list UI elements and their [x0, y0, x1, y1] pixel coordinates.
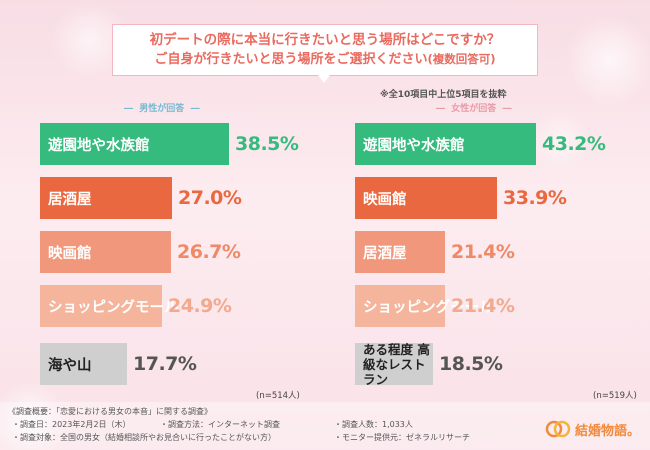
female-group-label: ― 女性が回答 ―	[436, 104, 512, 114]
question-box-pointer	[318, 75, 330, 83]
selection-note: ※全10項目中上位5項目を抜粋	[380, 90, 507, 100]
female-bar-label-2: 映画館	[363, 191, 407, 208]
survey-provider: ・モニター提供元：ゼネラルリサーチ	[334, 433, 470, 442]
male-value-label-4: 24.9%	[168, 295, 232, 317]
brand-logo: 結婚物語。	[544, 419, 640, 439]
male-group-label: ― 男性が回答 ―	[124, 104, 200, 114]
female-bar-label-1: 遊園地や水族館	[363, 137, 465, 154]
question-line-2: ご自身が行きたいと思う場所をご選択ください(複数回答可)	[113, 50, 537, 69]
male-bar-label-1: 遊園地や水族館	[48, 137, 150, 154]
male-bar-label-5: 海や山	[48, 357, 92, 374]
female-bar-3: 居酒屋	[355, 231, 445, 273]
male-bar-label-4: ショッピングモール	[48, 299, 179, 316]
female-bar-label-3: 居酒屋	[363, 245, 407, 262]
survey-heading: 《調査概要：「恋愛における男女の本音」に関する調査》	[8, 407, 212, 416]
male-value-label-1: 38.5%	[235, 133, 299, 155]
male-value-label-5: 17.7%	[133, 353, 197, 375]
brand-logo-text: 結婚物語。	[575, 423, 641, 439]
male-bar-label-3: 映画館	[48, 245, 92, 262]
female-group-title: 女性が回答	[451, 104, 497, 114]
male-bar-1: 遊園地や水族館	[40, 123, 229, 165]
question-line-1: 初デートの際に本当に行きたいと思う場所はどこですか？	[149, 32, 501, 48]
female-bar-label-4: ショッピングモール	[363, 299, 494, 316]
female-value-label-2: 33.9%	[503, 187, 567, 209]
female-bar-2: 映画館	[355, 177, 497, 219]
male-value-label-2: 27.0%	[178, 187, 242, 209]
male-bar-label-2: 居酒屋	[48, 191, 92, 208]
male-bar-3: 映画館	[40, 231, 171, 273]
female-value-label-1: 43.2%	[542, 133, 606, 155]
question-line-2-main: ご自身が行きたいと思う場所をご選択ください	[154, 52, 428, 67]
survey-footer: 《調査概要：「恋愛における男女の本音」に関する調査》 ・調査日：2023年2月2…	[0, 402, 650, 450]
survey-count: ・調査人数：1,033人	[334, 420, 413, 429]
female-bar-1: 遊園地や水族館	[355, 123, 536, 165]
question-line-2-note: (複数回答可)	[427, 52, 496, 66]
female-value-label-4: 21.4%	[451, 295, 515, 317]
female-bar-5: ある程度 高級なレストラン	[355, 341, 433, 387]
male-bar-2: 居酒屋	[40, 177, 172, 219]
female-bar-label-5: ある程度 高級なレストラン	[363, 341, 430, 387]
survey-date: ・調査日：2023年2月2日（木）	[12, 420, 131, 429]
female-value-label-3: 21.4%	[451, 241, 515, 263]
question-box: 初デートの際に本当に行きたいと思う場所はどこですか？ ご自身が行きたいと思う場所…	[112, 24, 538, 76]
male-bar-4: ショッピングモール	[40, 285, 179, 327]
female-sample-size: (n=519人)	[593, 391, 637, 401]
female-value-label-5: 18.5%	[439, 353, 503, 375]
male-bar-5: 海や山	[40, 343, 127, 385]
male-value-label-3: 26.7%	[177, 241, 241, 263]
heart-rings-icon	[545, 420, 571, 438]
female-bar-4: ショッピングモール	[355, 285, 494, 327]
survey-target: ・調査対象：全国の男女（結婚相談所やお見合いに行ったことがない方）	[12, 433, 276, 442]
male-sample-size: (n=514人)	[256, 391, 300, 401]
male-group-title: 男性が回答	[139, 104, 185, 114]
survey-method: ・調査方法：インターネット調査	[160, 420, 280, 429]
